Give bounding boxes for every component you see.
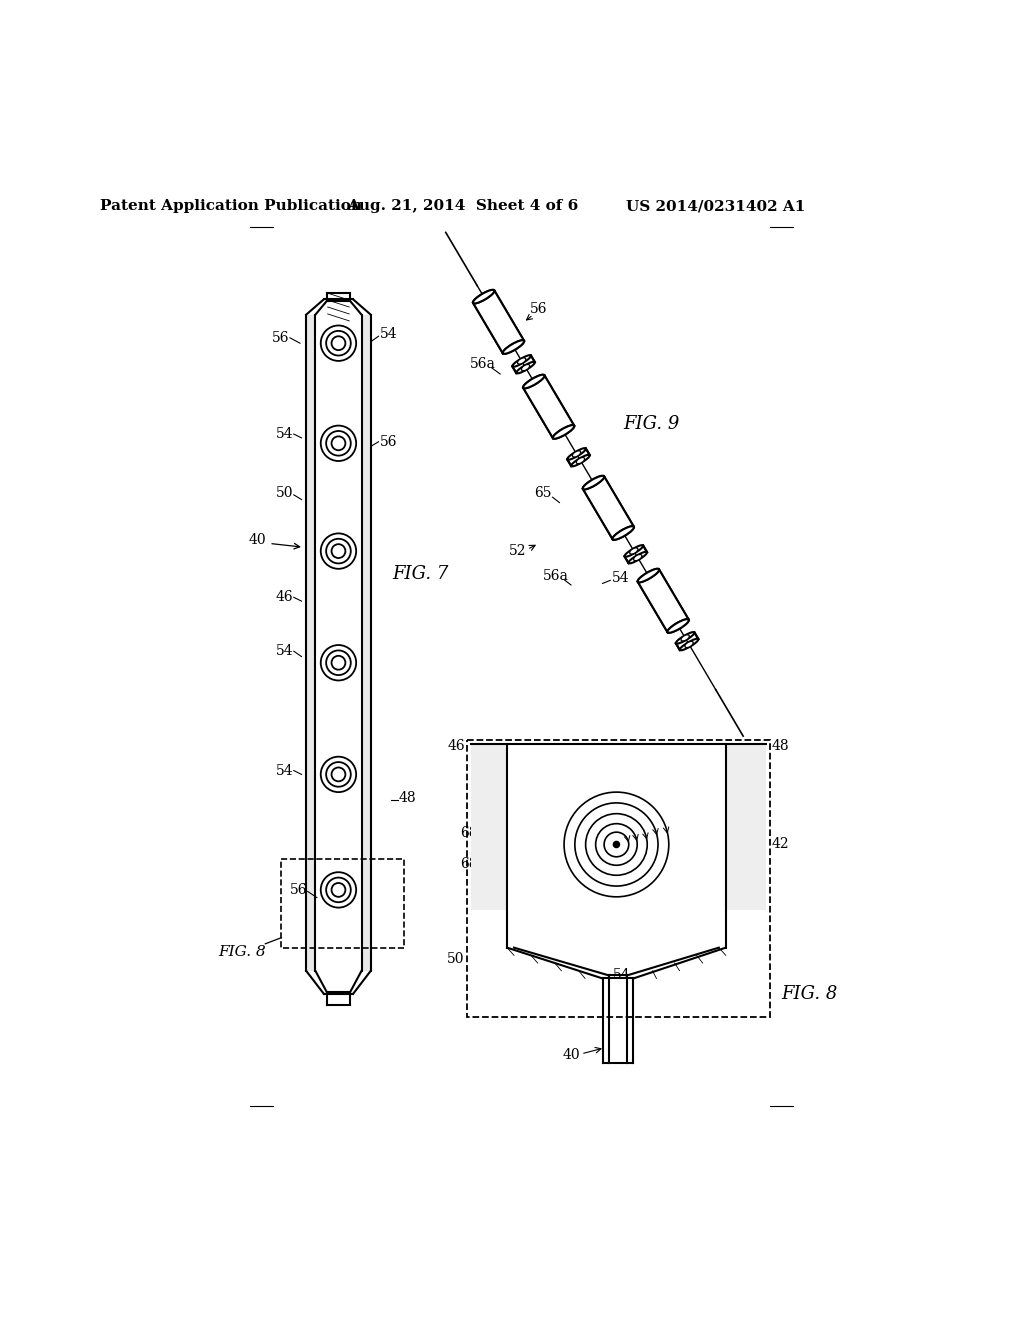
Circle shape bbox=[319, 755, 357, 793]
Text: 40: 40 bbox=[563, 1048, 581, 1063]
Ellipse shape bbox=[503, 341, 524, 354]
Ellipse shape bbox=[668, 619, 689, 632]
Ellipse shape bbox=[681, 635, 689, 642]
Ellipse shape bbox=[676, 632, 694, 644]
FancyArrow shape bbox=[473, 290, 523, 352]
FancyArrow shape bbox=[638, 570, 688, 632]
Text: 56: 56 bbox=[272, 331, 290, 345]
Ellipse shape bbox=[612, 527, 634, 540]
Ellipse shape bbox=[523, 375, 545, 388]
Ellipse shape bbox=[638, 569, 659, 582]
Ellipse shape bbox=[629, 552, 647, 564]
Text: 50: 50 bbox=[447, 952, 465, 966]
Text: 54: 54 bbox=[612, 572, 630, 585]
Bar bbox=[507, 743, 726, 948]
Ellipse shape bbox=[567, 447, 586, 459]
Ellipse shape bbox=[630, 548, 638, 554]
Bar bbox=[471, 743, 766, 909]
Ellipse shape bbox=[523, 375, 545, 388]
Text: Aug. 21, 2014  Sheet 4 of 6: Aug. 21, 2014 Sheet 4 of 6 bbox=[347, 199, 579, 213]
Ellipse shape bbox=[473, 290, 495, 304]
Text: 52: 52 bbox=[509, 544, 526, 558]
Text: 56a: 56a bbox=[543, 569, 568, 582]
Text: 54: 54 bbox=[613, 968, 631, 982]
Text: Patent Application Publication: Patent Application Publication bbox=[99, 199, 361, 213]
Ellipse shape bbox=[638, 569, 659, 582]
Text: 54: 54 bbox=[275, 644, 293, 659]
Circle shape bbox=[319, 532, 357, 570]
Ellipse shape bbox=[473, 290, 495, 304]
Bar bbox=[361, 314, 371, 970]
Ellipse shape bbox=[612, 527, 634, 540]
Ellipse shape bbox=[521, 364, 529, 371]
Text: FIG. 9: FIG. 9 bbox=[624, 414, 680, 433]
Text: FIG. 8: FIG. 8 bbox=[781, 985, 838, 1003]
Text: 56: 56 bbox=[290, 883, 307, 896]
Text: 50: 50 bbox=[275, 486, 293, 500]
Bar bbox=[281, 859, 403, 948]
Text: 56: 56 bbox=[380, 434, 397, 449]
Ellipse shape bbox=[503, 341, 524, 354]
Circle shape bbox=[319, 871, 357, 909]
Text: 48: 48 bbox=[399, 791, 417, 804]
Text: 65: 65 bbox=[534, 486, 551, 500]
Text: 68: 68 bbox=[460, 857, 477, 871]
Text: 54: 54 bbox=[275, 428, 293, 441]
Text: US 2014/0231402 A1: US 2014/0231402 A1 bbox=[626, 199, 806, 213]
Text: 68: 68 bbox=[460, 826, 477, 840]
Ellipse shape bbox=[634, 554, 642, 561]
FancyArrow shape bbox=[584, 477, 633, 539]
Ellipse shape bbox=[512, 355, 531, 367]
FancyArrow shape bbox=[523, 376, 573, 438]
Circle shape bbox=[613, 841, 620, 847]
Bar bbox=[467, 739, 770, 1016]
Text: 48: 48 bbox=[772, 739, 790, 752]
Circle shape bbox=[559, 787, 674, 903]
Ellipse shape bbox=[583, 475, 604, 490]
Ellipse shape bbox=[680, 639, 698, 651]
Text: 56: 56 bbox=[569, 803, 587, 817]
Text: 46: 46 bbox=[275, 590, 293, 605]
Ellipse shape bbox=[517, 358, 525, 364]
Ellipse shape bbox=[571, 455, 590, 466]
Circle shape bbox=[319, 323, 357, 363]
Text: 54: 54 bbox=[380, 327, 397, 341]
Ellipse shape bbox=[577, 458, 585, 463]
Text: 70: 70 bbox=[650, 873, 668, 886]
Text: 56a: 56a bbox=[470, 356, 496, 371]
Circle shape bbox=[319, 424, 357, 462]
Circle shape bbox=[319, 644, 357, 682]
Ellipse shape bbox=[516, 362, 535, 374]
Ellipse shape bbox=[553, 425, 574, 438]
Text: 40: 40 bbox=[249, 532, 266, 546]
Text: 46: 46 bbox=[447, 739, 465, 752]
Ellipse shape bbox=[625, 545, 643, 557]
Ellipse shape bbox=[553, 425, 574, 438]
Text: 54: 54 bbox=[275, 763, 293, 777]
Ellipse shape bbox=[583, 475, 604, 490]
Text: 42: 42 bbox=[772, 837, 790, 851]
Bar bbox=[306, 314, 315, 970]
Ellipse shape bbox=[668, 619, 689, 632]
Ellipse shape bbox=[685, 642, 693, 648]
Text: FIG. 7: FIG. 7 bbox=[392, 565, 449, 583]
Text: 56: 56 bbox=[529, 301, 548, 315]
Text: FIG. 8: FIG. 8 bbox=[218, 945, 266, 958]
Ellipse shape bbox=[572, 451, 581, 457]
